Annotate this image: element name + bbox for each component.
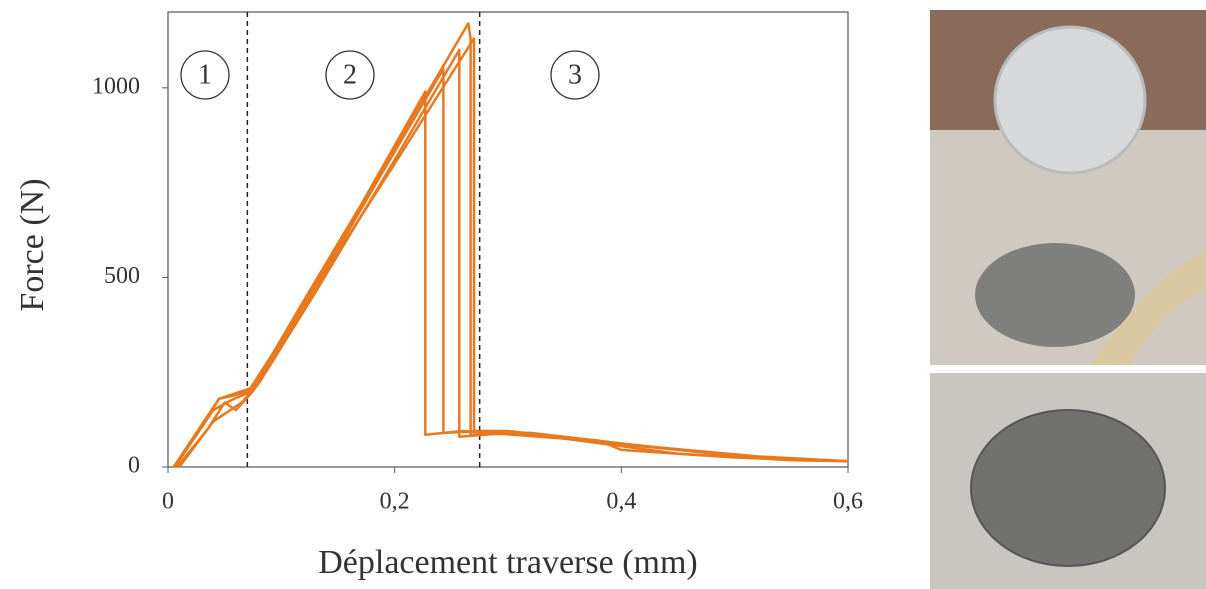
plot-frame (167, 11, 849, 468)
force-curve (172, 90, 849, 468)
force-curve (176, 67, 849, 468)
x-tick-label: 0,6 (833, 489, 863, 515)
x-tick-label: 0,4 (606, 489, 636, 515)
force-curve (172, 22, 849, 468)
phase-label: 1 (198, 59, 212, 90)
photo-top (930, 10, 1206, 365)
photo-hole (970, 409, 1166, 567)
y-tick-label: 1000 (92, 73, 140, 99)
photo-hole (975, 243, 1135, 347)
y-tick-label: 500 (104, 263, 140, 289)
x-tick-label: 0 (162, 489, 174, 515)
y-axis-title: Force (N) (14, 178, 51, 311)
phase-label: 2 (343, 59, 357, 90)
phase-circle (180, 50, 230, 100)
phase-circle (550, 50, 600, 100)
phase-label: 3 (568, 59, 582, 90)
y-tick-label: 0 (128, 453, 140, 479)
force-curve (173, 37, 849, 468)
force-curve (178, 48, 849, 468)
photo-tape (1090, 250, 1206, 365)
x-axis-title: Déplacement traverse (mm) (318, 544, 697, 581)
photo-bottom (930, 373, 1206, 589)
photo-disc (993, 25, 1147, 175)
phase-circle (325, 50, 375, 100)
x-tick-label: 0,2 (380, 489, 410, 515)
